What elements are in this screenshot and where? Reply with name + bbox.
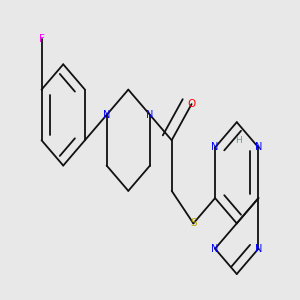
Text: N: N bbox=[146, 110, 154, 120]
Text: N: N bbox=[103, 110, 110, 120]
Text: N: N bbox=[212, 142, 219, 152]
Text: O: O bbox=[188, 99, 196, 109]
Text: N: N bbox=[255, 142, 262, 152]
Text: N: N bbox=[255, 244, 262, 254]
Text: H: H bbox=[235, 136, 242, 145]
Text: N: N bbox=[212, 244, 219, 254]
Text: S: S bbox=[190, 218, 197, 228]
Text: F: F bbox=[39, 34, 44, 44]
